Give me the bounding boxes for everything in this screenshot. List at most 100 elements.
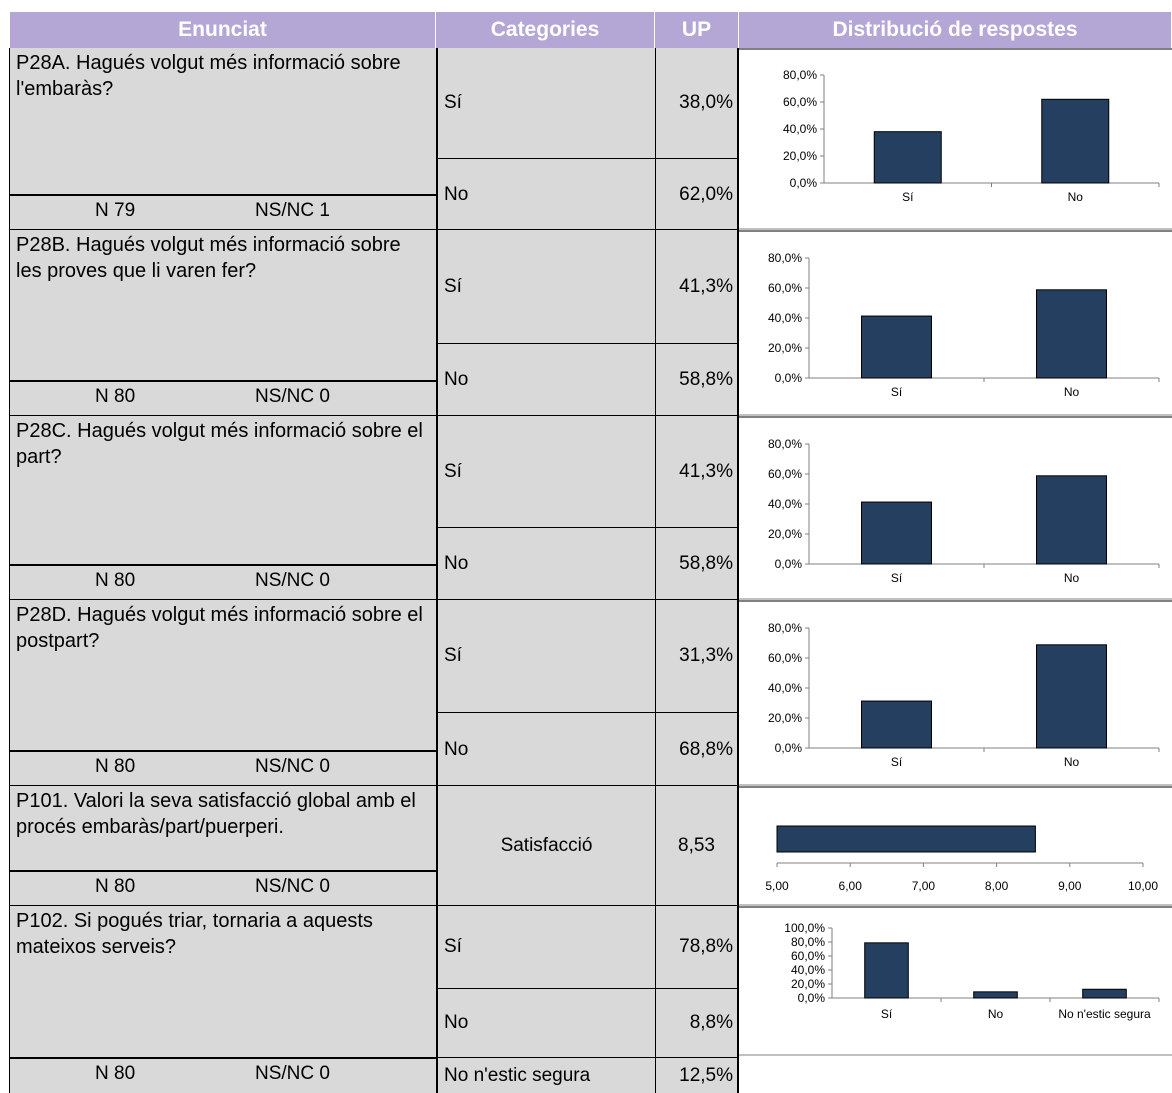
x-category-label: No xyxy=(1064,755,1080,769)
up-value: 41,3% xyxy=(679,275,733,297)
y-tick-label: 60,0% xyxy=(783,95,817,109)
up-value-cell: 8,53 xyxy=(655,786,739,906)
up-value-cell: 78,8% xyxy=(655,906,739,988)
response-chart: 0,0% 20,0% 40,0% 60,0% 80,0% Sí No xyxy=(739,48,1172,230)
y-tick-label: 0,0% xyxy=(798,991,826,1005)
header-up: UP xyxy=(655,12,739,48)
up-value: 78,8% xyxy=(679,936,733,957)
n-cell: N 80 NS/NC 0 xyxy=(10,1057,436,1093)
up-value-cell: 38,0% xyxy=(655,48,739,158)
question-cell: P28A. Hagués volgut més informació sobre… xyxy=(10,48,436,194)
bar-1 xyxy=(1036,475,1107,565)
bar-1 xyxy=(973,991,1018,999)
y-tick-label: 20,0% xyxy=(768,527,802,541)
response-chart: 0,0% 20,0% 40,0% 60,0% 80,0% Sí No xyxy=(739,416,1172,600)
header-enunciat: Enunciat xyxy=(10,12,436,48)
bar-0 xyxy=(861,501,932,565)
header-distribucio: Distribució de respostes xyxy=(739,12,1172,48)
up-value-cell: 12,5% xyxy=(655,1057,739,1093)
up-value-cell: 58,8% xyxy=(655,343,739,416)
category-cell: Sí xyxy=(436,600,655,712)
y-tick-label: 40,0% xyxy=(768,497,802,511)
x-tick-label: 6,00 xyxy=(839,879,863,893)
y-tick-label: 80,0% xyxy=(768,621,802,635)
up-value: 41,3% xyxy=(679,460,733,482)
category-cell: Sí xyxy=(436,48,655,158)
bar-1 xyxy=(1036,644,1107,749)
y-tick-label: 60,0% xyxy=(768,281,802,295)
x-category-label: Sí xyxy=(891,571,903,585)
n-count: N 80 xyxy=(95,756,136,777)
question-cell: P101. Valori la seva satisfacció global … xyxy=(10,786,436,870)
x-category-label: No xyxy=(1064,571,1080,585)
y-tick-label: 20,0% xyxy=(791,977,825,991)
up-value-cell: 8,8% xyxy=(655,988,739,1057)
y-tick-label: 80,0% xyxy=(783,68,817,82)
question-text: P101. Valori la seva satisfacció global … xyxy=(16,790,416,838)
bar-0 xyxy=(864,942,909,999)
category-cell: No xyxy=(436,988,655,1057)
y-tick-label: 100,0% xyxy=(784,921,825,935)
y-tick-label: 0,0% xyxy=(775,371,803,385)
n-count: N 80 xyxy=(95,876,136,897)
category-cell: No xyxy=(436,343,655,416)
category-label: No n'estic segura xyxy=(444,1064,591,1086)
y-tick-label: 40,0% xyxy=(791,963,825,977)
category-label: Sí xyxy=(444,645,462,666)
bar-0 xyxy=(861,315,932,379)
bar-satisfaccio xyxy=(776,825,1036,853)
category-label: Sí xyxy=(444,275,462,297)
category-label: Satisfacció xyxy=(500,835,593,856)
category-label: No xyxy=(444,369,469,390)
up-value: 31,3% xyxy=(679,645,733,666)
x-category-label: Sí xyxy=(902,190,914,204)
nsnc-count: NS/NC 0 xyxy=(255,386,330,407)
x-category-label: Sí xyxy=(891,385,903,399)
n-cell: N 80 NS/NC 0 xyxy=(10,870,436,906)
n-cell: N 80 NS/NC 0 xyxy=(10,380,436,416)
up-value: 58,8% xyxy=(679,369,733,390)
question-cell: P28D. Hagués volgut més informació sobre… xyxy=(10,600,436,750)
chart-panel: 0,0% 20,0% 40,0% 60,0% 80,0% Sí No xyxy=(739,600,1172,786)
x-tick-label: 8,00 xyxy=(985,879,1009,893)
y-tick-label: 0,0% xyxy=(790,176,818,190)
up-value: 12,5% xyxy=(679,1064,733,1086)
table-left-border xyxy=(9,48,10,1093)
up-value-cell: 41,3% xyxy=(655,416,739,527)
up-value: 38,0% xyxy=(679,92,733,113)
y-tick-label: 60,0% xyxy=(768,651,802,665)
y-tick-label: 80,0% xyxy=(768,251,802,265)
y-tick-label: 80,0% xyxy=(791,935,825,949)
n-cell: N 80 NS/NC 0 xyxy=(10,750,436,786)
y-tick-label: 0,0% xyxy=(775,557,803,571)
x-tick-label: 5,00 xyxy=(765,879,789,893)
y-tick-label: 80,0% xyxy=(768,437,802,451)
chart-panel: 0,0% 20,0% 40,0% 60,0% 80,0% 100,0% Sí No No n'e… xyxy=(739,906,1172,1056)
x-tick-label: 9,00 xyxy=(1058,879,1082,893)
up-value-cell: 41,3% xyxy=(655,230,739,343)
n-cell: N 80 NS/NC 0 xyxy=(10,564,436,600)
y-tick-label: 40,0% xyxy=(768,311,802,325)
y-tick-label: 60,0% xyxy=(791,949,825,963)
category-label: Sí xyxy=(444,936,462,957)
category-label: Sí xyxy=(444,92,462,113)
header-categories: Categories xyxy=(436,12,655,48)
n-count: N 79 xyxy=(95,200,136,221)
up-value: 8,53 xyxy=(678,835,715,856)
bar-1 xyxy=(1036,289,1107,379)
question-text: P28B. Hagués volgut més informació sobre… xyxy=(16,234,401,282)
y-tick-label: 20,0% xyxy=(768,711,802,725)
up-value: 68,8% xyxy=(679,738,733,760)
question-text: P28A. Hagués volgut més informació sobre… xyxy=(16,52,401,100)
question-cell: P102. Si pogués triar, tornaria a aquest… xyxy=(10,906,436,1057)
question-text: P28C. Hagués volgut més informació sobre… xyxy=(16,420,423,468)
bar-2 xyxy=(1082,988,1127,999)
n-count: N 80 xyxy=(95,386,136,407)
category-cell: Satisfacció xyxy=(436,786,655,906)
category-label: No xyxy=(444,183,469,205)
question-text: P28D. Hagués volgut més informació sobre… xyxy=(16,604,423,652)
y-tick-label: 20,0% xyxy=(783,149,817,163)
chart-panel: 0,0% 20,0% 40,0% 60,0% 80,0% Sí No xyxy=(739,230,1172,416)
question-cell: P28C. Hagués volgut més informació sobre… xyxy=(10,416,436,564)
category-label: No xyxy=(444,553,469,574)
